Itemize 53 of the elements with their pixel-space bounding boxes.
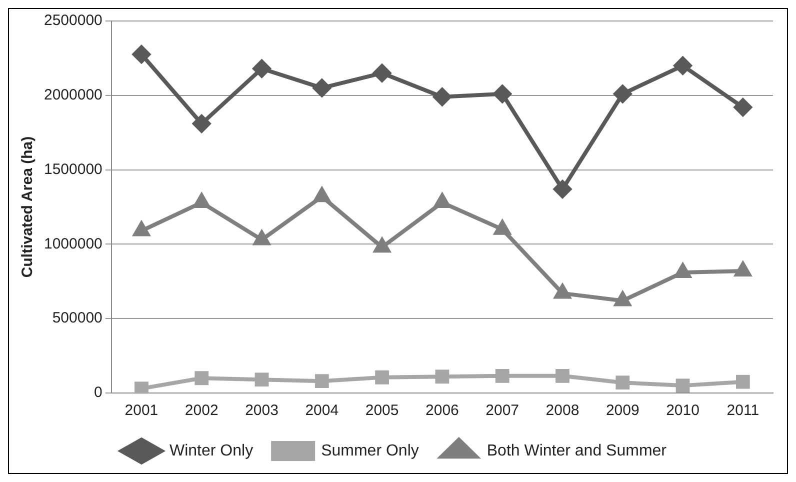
x-tick-label: 2009 — [606, 402, 640, 420]
point — [494, 220, 510, 235]
point — [312, 78, 331, 97]
point — [374, 238, 390, 253]
y-tick-label: 2000000 — [44, 86, 102, 104]
x-tick-label: 2006 — [426, 402, 459, 420]
y-tick-label: 500000 — [52, 310, 102, 327]
point — [192, 114, 211, 133]
x-tick-label: 2008 — [546, 402, 580, 420]
point — [734, 98, 752, 116]
legend-label: Winter Only — [170, 442, 254, 460]
point — [554, 284, 571, 299]
point — [254, 230, 270, 246]
point — [434, 194, 450, 208]
y-tick-label: 2500000 — [44, 12, 102, 30]
point — [375, 370, 389, 384]
x-tick-label: 2003 — [245, 402, 278, 420]
point — [373, 64, 392, 82]
point — [314, 188, 330, 202]
point — [495, 368, 510, 383]
x-tick-label: 2011 — [726, 402, 760, 420]
point — [435, 370, 450, 384]
legend-label: Both Winter and Summer — [486, 442, 668, 460]
point — [133, 222, 150, 236]
x-tick-label: 2005 — [365, 402, 399, 420]
legend-label: Summer Only — [321, 442, 419, 460]
point — [734, 262, 751, 276]
point — [736, 374, 750, 389]
x-tick-label: 2001 — [124, 402, 158, 420]
point — [616, 376, 630, 390]
point — [252, 60, 271, 78]
point — [674, 56, 692, 75]
point — [194, 371, 209, 386]
point — [553, 180, 572, 198]
point — [132, 45, 150, 64]
point — [314, 374, 329, 388]
point — [614, 292, 631, 306]
y-axis-title: Cultivated Area (ha) — [19, 136, 36, 278]
x-tick-label: 2007 — [486, 402, 520, 420]
point — [614, 84, 632, 103]
y-tick-label: 0 — [94, 384, 102, 402]
y-tick-label: 1000000 — [44, 235, 102, 252]
point — [493, 84, 512, 103]
point — [254, 372, 269, 387]
x-tick-label: 2002 — [184, 402, 218, 420]
point — [433, 88, 452, 106]
x-tick-label: 2010 — [666, 402, 700, 420]
point — [674, 263, 691, 278]
point — [194, 194, 210, 208]
point — [556, 368, 570, 383]
x-tick-label: 2004 — [305, 402, 339, 420]
point — [676, 378, 690, 393]
y-tick-label: 1500000 — [44, 160, 102, 178]
